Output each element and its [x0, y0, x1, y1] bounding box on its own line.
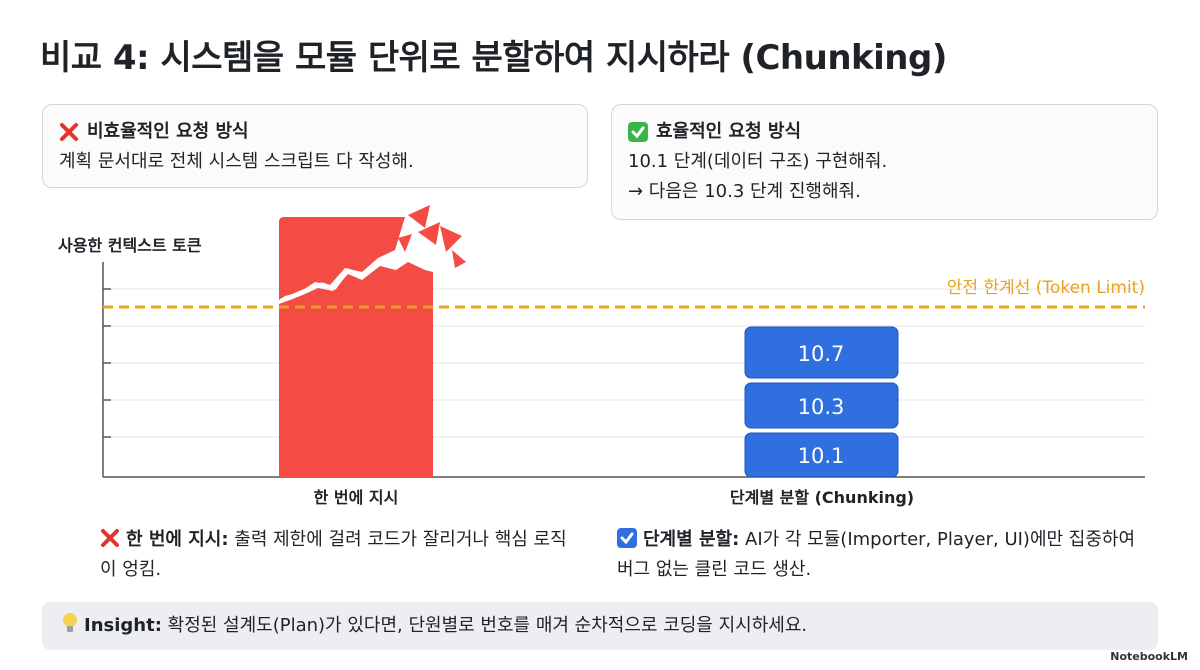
y-axis-label: 사용한 컨텍스트 토큰 — [58, 236, 202, 255]
insight-box: Insight: 확정된 설계도(Plan)가 있다면, 단원별로 번호를 매겨… — [42, 602, 1158, 650]
chunk-block — [744, 432, 899, 478]
bulb-icon — [63, 613, 77, 632]
grid — [103, 288, 1145, 438]
bad-request-text: 계획 문서대로 전체 시스템 스크립트 다 작성해. — [59, 151, 414, 172]
note-text: AI가 각 모듈(Importer, Player, UI)에만 집중하여 버그… — [617, 529, 1136, 580]
insight-heading: Insight: — [84, 615, 162, 636]
brand: NotebookLM — [1110, 650, 1188, 663]
good-request-line: → 다음은 10.3 단계 진행해줘. — [628, 181, 861, 202]
chunk-label: 10.7 — [798, 342, 845, 366]
bad-request-heading: 비효율적인 요청 방식 — [87, 121, 249, 142]
bar-label: 단계별 분할 (Chunking) — [730, 488, 914, 507]
note-text: 출력 제한에 걸려 코드가 잘리거나 핵심 로직이 엉킴. — [100, 529, 567, 580]
note-heading: 한 번에 지시: — [126, 529, 229, 550]
note: 단계별 분할: AI가 각 모듈(Importer, Player, UI)에만… — [617, 525, 1147, 585]
chunk-block — [744, 382, 899, 429]
overflow-bar — [279, 205, 466, 477]
check-icon — [617, 528, 637, 548]
bad-request-box: 비효율적인 요청 방식 계획 문서대로 전체 시스템 스크립트 다 작성해. — [42, 104, 588, 188]
note: 한 번에 지시: 출력 제한에 걸려 코드가 잘리거나 핵심 로직이 엉킴. — [100, 525, 580, 585]
good-request-heading: 효율적인 요청 방식 — [656, 121, 802, 142]
check-icon — [628, 122, 648, 142]
cross-icon — [60, 123, 78, 141]
chunk-stack: 10.7 10.3 10.1 — [744, 326, 899, 478]
slide-title: 비교 4: 시스템을 모듈 단위로 분할하여 지시하라 (Chunking) — [40, 38, 947, 78]
axis-ticks — [103, 288, 111, 438]
good-request-box: 효율적인 요청 방식 10.1 단계(데이터 구조) 구현해줘. → 다음은 1… — [611, 104, 1158, 220]
insight-text: 확정된 설계도(Plan)가 있다면, 단원별로 번호를 매겨 순차적으로 코딩… — [167, 615, 808, 636]
note-heading: 단계별 분할: — [643, 529, 740, 550]
chunk-label: 10.3 — [798, 395, 845, 419]
bad-request-heading-row: 비효율적인 요청 방식 — [59, 117, 571, 147]
good-request-heading-row: 효율적인 요청 방식 — [628, 117, 1141, 147]
chunk-block — [744, 326, 899, 379]
bar-label: 한 번에 지시 — [314, 488, 399, 507]
cross-icon — [101, 529, 119, 547]
chunk-label: 10.1 — [798, 444, 845, 468]
good-request-line: 10.1 단계(데이터 구조) 구현해줘. — [628, 151, 888, 172]
token-limit-label: 안전 한계선 (Token Limit) — [947, 278, 1145, 298]
diagram: 사용한 컨텍스트 토큰 안전 한계선 (Token Limit) 10.7 10… — [58, 205, 1145, 507]
